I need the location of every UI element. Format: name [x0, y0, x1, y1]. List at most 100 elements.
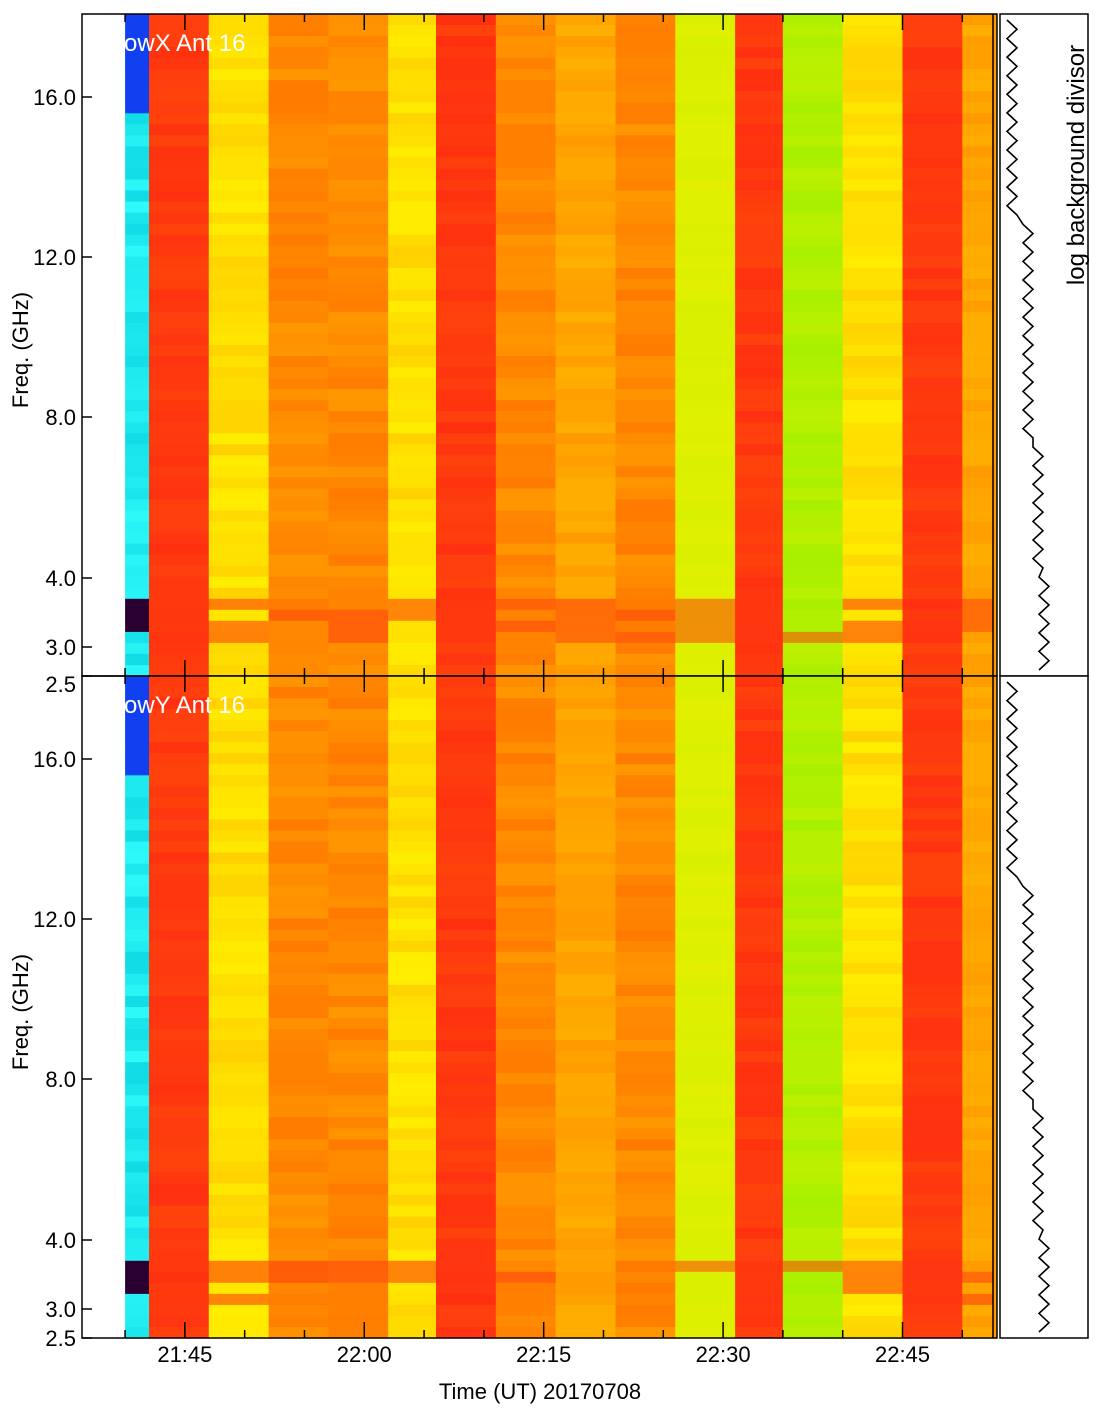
heatmap-band — [615, 234, 676, 247]
heatmap-band — [782, 775, 844, 787]
heatmap-band — [615, 1315, 676, 1328]
heatmap-band — [782, 885, 844, 898]
heatmap-band — [495, 1260, 557, 1273]
heatmap-band — [388, 1139, 437, 1151]
heatmap-band — [675, 212, 736, 225]
heatmap-band — [615, 665, 676, 677]
heatmap-band — [902, 1205, 963, 1218]
heatmap-band — [149, 587, 210, 600]
heatmap-band — [149, 598, 210, 611]
heatmap-band — [842, 1304, 903, 1317]
heatmap-band — [208, 444, 270, 456]
heatmap-band — [268, 984, 329, 997]
heatmap-band — [268, 521, 329, 534]
heatmap-band — [555, 422, 616, 434]
heatmap-band — [555, 1161, 616, 1174]
heatmap-band — [268, 642, 329, 655]
heatmap-band — [328, 289, 389, 302]
heatmap-band — [842, 345, 903, 357]
heatmap-band — [149, 731, 210, 743]
heatmap-band — [555, 234, 616, 247]
heatmap-band — [268, 411, 329, 423]
heatmap-band — [495, 466, 557, 478]
heatmap-band — [962, 587, 994, 600]
heatmap-band — [962, 400, 994, 412]
heatmap-band — [782, 466, 844, 478]
heatmap-band — [149, 1084, 210, 1096]
heatmap-band — [149, 984, 210, 997]
heatmap-band — [208, 929, 270, 942]
heatmap-band — [675, 1315, 736, 1328]
heatmap-band — [555, 819, 616, 831]
heatmap-band — [388, 1238, 437, 1251]
heatmap-band — [149, 1073, 210, 1085]
heatmap-band — [328, 1029, 389, 1041]
heatmap-band — [675, 179, 736, 192]
heatmap-band — [675, 36, 736, 48]
heatmap-band — [902, 322, 963, 335]
heatmap-band — [735, 631, 784, 644]
heatmap-band — [555, 102, 616, 114]
heatmap-band — [388, 510, 437, 523]
heatmap-band — [675, 973, 736, 986]
heatmap-band — [268, 289, 329, 302]
heatmap-band — [902, 1249, 963, 1262]
heatmap-band — [328, 742, 389, 754]
heatmap-band — [782, 676, 844, 688]
heatmap-band — [962, 1183, 994, 1196]
heatmap-band — [962, 322, 994, 335]
heatmap-band — [902, 1106, 963, 1118]
heatmap-band — [902, 80, 963, 92]
heatmap-band — [615, 973, 676, 986]
heatmap-band — [125, 223, 150, 236]
heatmap-band — [208, 223, 270, 236]
heatmap-band — [555, 786, 616, 798]
y-tick-label: 16.0 — [33, 85, 76, 110]
heatmap-band — [675, 1183, 736, 1196]
heatmap-band — [615, 499, 676, 512]
heatmap-band — [149, 576, 210, 589]
heatmap-band — [555, 80, 616, 92]
heatmap-band — [495, 1040, 557, 1052]
heatmap-band — [495, 565, 557, 578]
heatmap-band — [388, 984, 437, 997]
heatmap-band — [675, 256, 736, 269]
heatmap-band — [436, 1249, 497, 1262]
heatmap-band — [782, 609, 844, 622]
heatmap-band — [436, 1172, 497, 1185]
heatmap-band — [902, 168, 963, 181]
heatmap-band — [782, 1249, 844, 1262]
heatmap-band — [268, 499, 329, 512]
heatmap-band — [328, 1216, 389, 1229]
heatmap-band — [388, 36, 437, 48]
heatmap-band — [962, 1205, 994, 1218]
heatmap-band — [208, 896, 270, 909]
heatmap-band — [268, 389, 329, 401]
heatmap-band — [842, 940, 903, 953]
heatmap-band — [436, 819, 497, 831]
heatmap-band — [208, 543, 270, 556]
heatmap-band — [125, 852, 150, 865]
heatmap-band — [555, 565, 616, 578]
heatmap-band — [555, 1327, 616, 1339]
heatmap-band — [675, 157, 736, 169]
heatmap-band — [495, 278, 557, 291]
heatmap-band — [962, 753, 994, 765]
heatmap-band — [495, 764, 557, 776]
heatmap-band — [125, 841, 150, 854]
heatmap-band — [125, 102, 150, 114]
heatmap-band — [388, 1293, 437, 1306]
heatmap-band — [842, 918, 903, 931]
heatmap-band — [388, 742, 437, 754]
heatmap-band — [268, 1315, 329, 1328]
heatmap-band — [782, 322, 844, 335]
heatmap-band — [495, 1150, 557, 1162]
heatmap-band — [615, 565, 676, 578]
heatmap-band — [268, 554, 329, 567]
heatmap-band — [125, 1327, 150, 1339]
heatmap-band — [842, 709, 903, 721]
heatmap-band — [842, 620, 903, 633]
heatmap-band — [782, 1304, 844, 1317]
heatmap-band — [615, 841, 676, 854]
heatmap-band — [268, 256, 329, 269]
